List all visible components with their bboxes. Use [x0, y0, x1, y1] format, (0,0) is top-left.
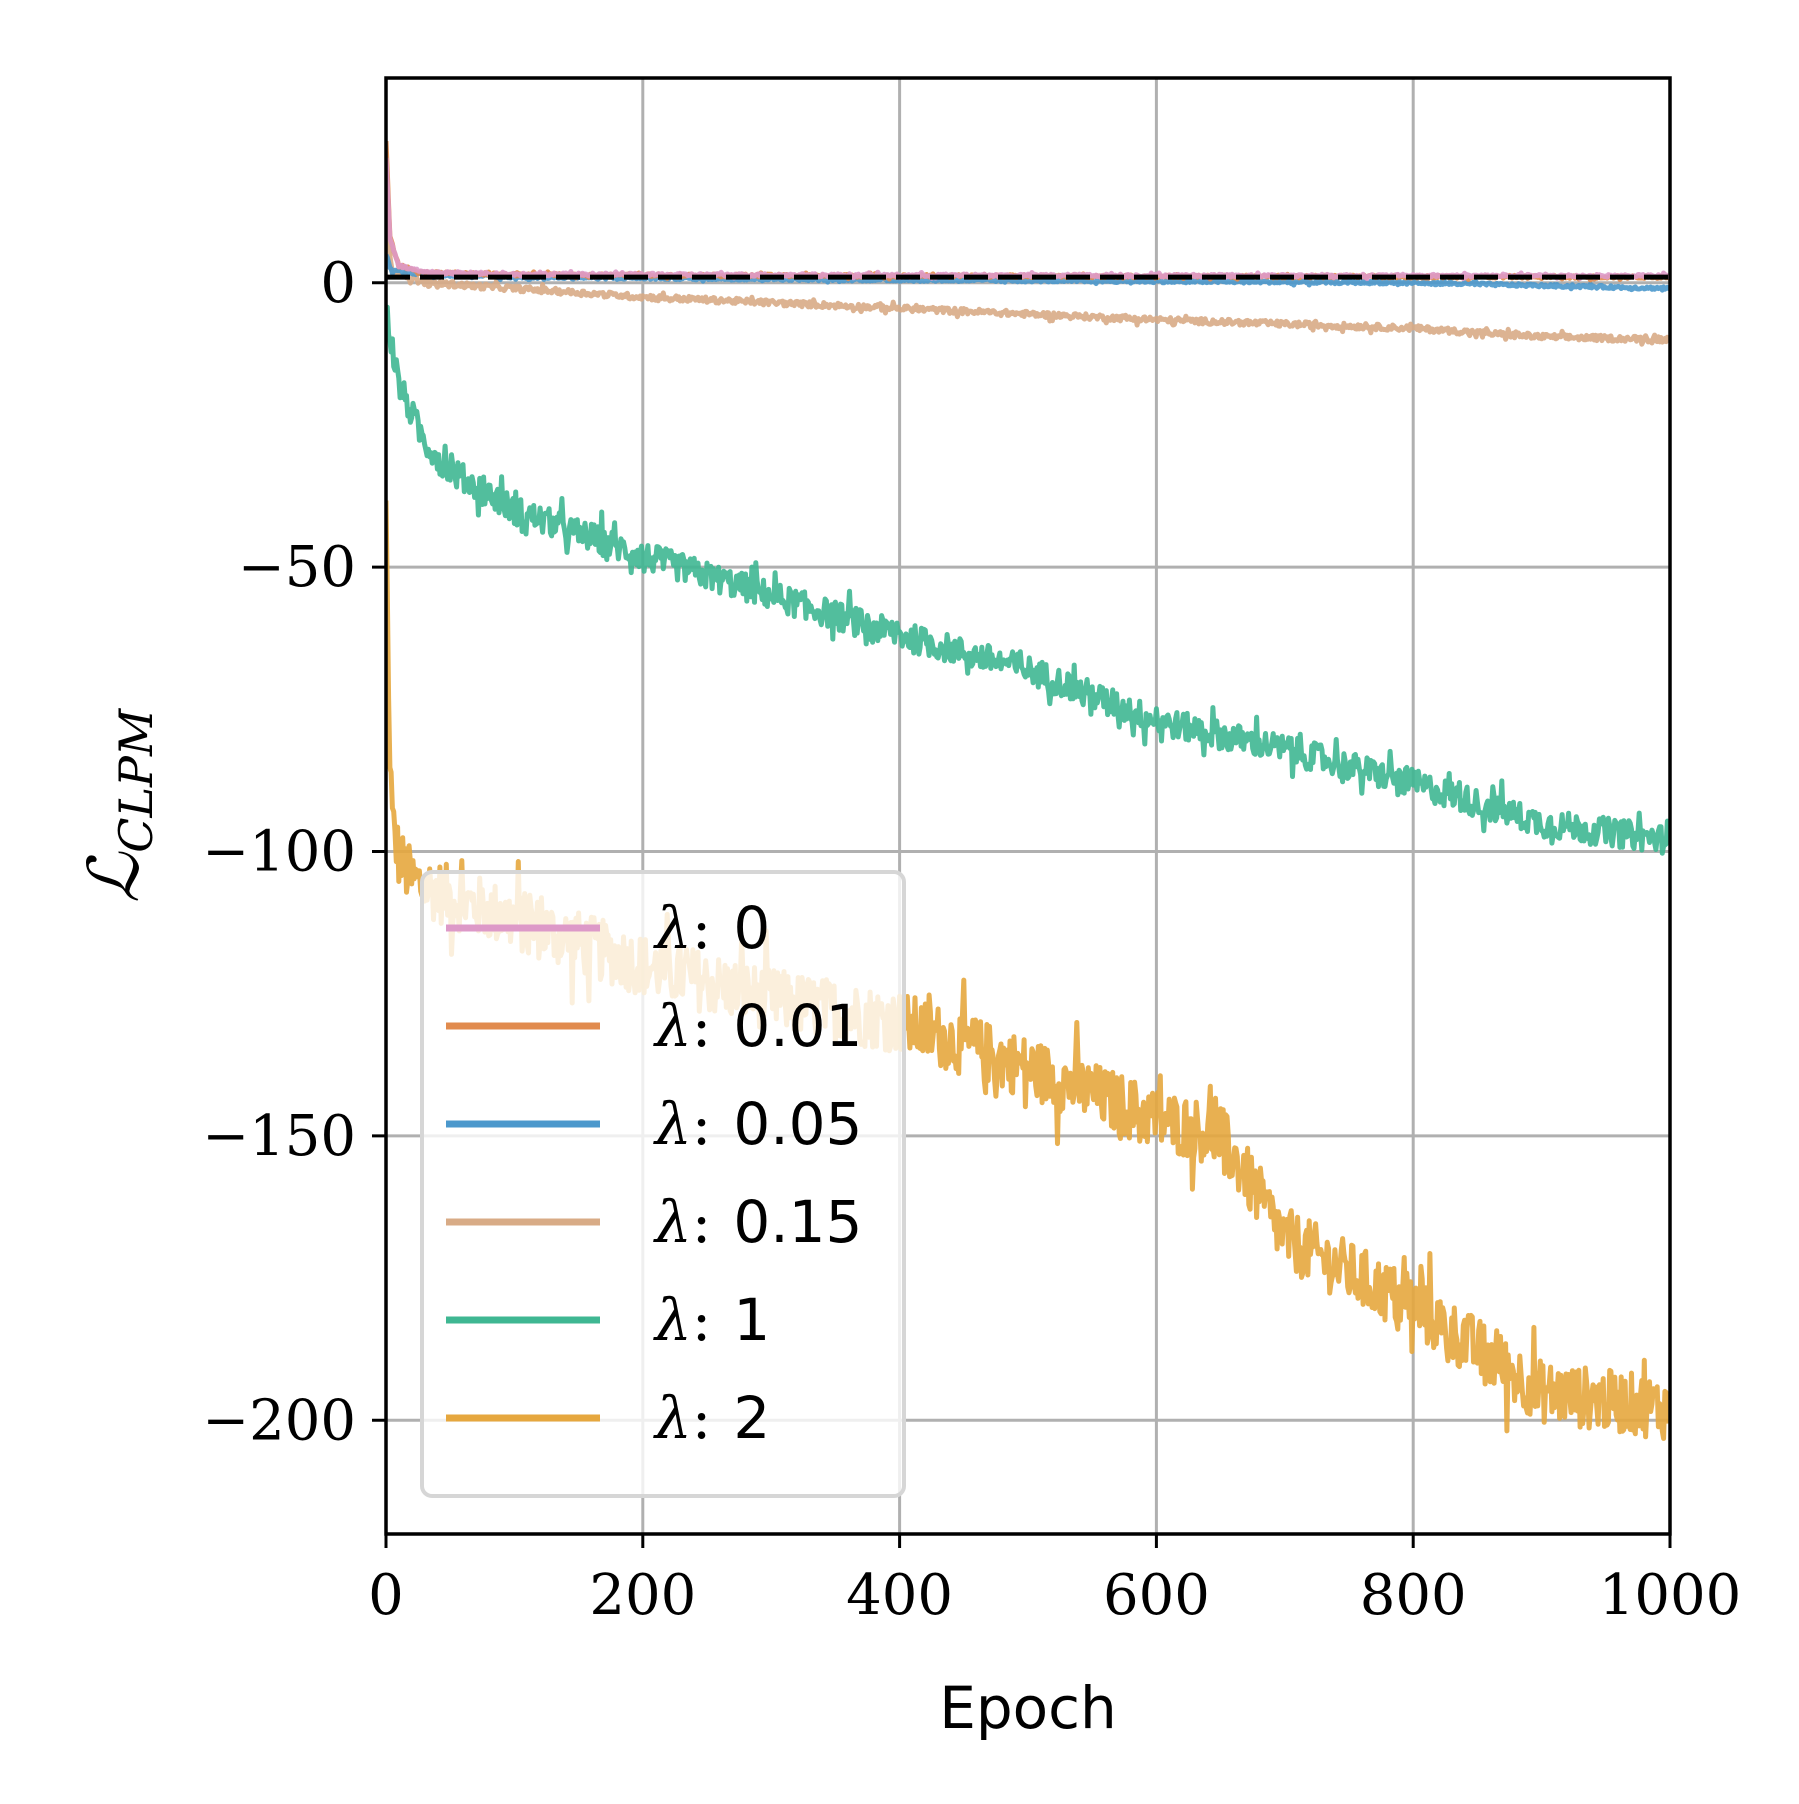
y-axis-label: ℒCLPM	[73, 707, 163, 903]
x-tick-label: 0	[368, 1563, 404, 1628]
legend: λ: 0 λ: 0.01 λ: 0.05 λ: 0.15 λ: 1 λ: 2	[420, 870, 906, 1498]
legend-entries: λ: 0 λ: 0.01 λ: 0.05 λ: 0.15 λ: 1 λ: 2	[446, 894, 862, 1452]
y-tick-label: −200	[202, 1388, 356, 1453]
y-tick-label: 0	[320, 251, 356, 316]
legend-label: λ: 2	[653, 1384, 770, 1452]
x-axis-label: Epoch	[939, 1674, 1117, 1742]
legend-label: λ: 0.01	[653, 992, 862, 1060]
y-tick-labels: 0 −50 −100 −150 −200	[202, 251, 356, 1454]
y-tick-label: −50	[238, 535, 356, 600]
x-tick-label: 600	[1103, 1563, 1210, 1628]
axes-frame	[384, 76, 1672, 1536]
svg-text:ℒCLPM: ℒCLPM	[73, 707, 163, 903]
legend-label: λ: 1	[653, 1286, 770, 1354]
series-line-lambda-0	[386, 157, 1670, 282]
legend-label: λ: 0.05	[653, 1090, 862, 1158]
y-tick-label: −100	[202, 820, 356, 885]
series-line-lambda-0_01	[386, 140, 1670, 283]
y-tick-label: −150	[202, 1104, 356, 1169]
x-tick-labels: 0 200 400 600 800 1000	[368, 1563, 1741, 1628]
plot-area	[386, 140, 1670, 1441]
x-tick-label: 200	[589, 1563, 696, 1628]
y-axis-label-main: ℒ	[73, 851, 155, 903]
y-axis-label-subscript: CLPM	[109, 707, 163, 853]
x-tick-label: 1000	[1599, 1563, 1742, 1628]
legend-label: λ: 0	[653, 894, 770, 962]
series-line-lambda-1	[386, 304, 1670, 856]
axis-ticks	[372, 281, 1672, 1548]
x-tick-label: 400	[846, 1563, 953, 1628]
series-line-lambda-0_15	[386, 223, 1670, 347]
legend-label: λ: 0.15	[653, 1188, 862, 1256]
x-tick-label: 800	[1360, 1563, 1467, 1628]
